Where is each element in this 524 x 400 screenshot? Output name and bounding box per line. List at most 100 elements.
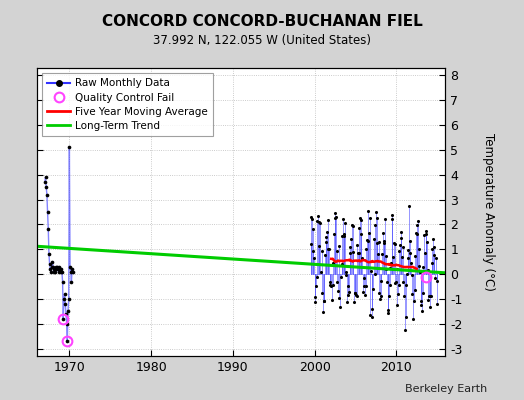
Point [414,246,423,252]
Point [60,296,68,302]
Point [420,232,428,238]
Point [63,338,71,344]
Point [331,215,339,221]
Point [429,236,438,242]
Point [393,266,401,272]
Point [335,295,344,302]
Point [323,217,332,223]
Point [376,295,384,302]
Point [364,238,372,245]
Point [62,310,70,317]
Point [314,242,323,249]
Point [418,308,426,314]
Text: CONCORD CONCORD-BUCHANAN FIEL: CONCORD CONCORD-BUCHANAN FIEL [102,14,422,29]
Point [350,299,358,305]
Point [337,261,346,267]
Point [424,297,432,304]
Point [44,226,52,232]
Point [403,247,412,254]
Point [421,231,430,237]
Point [408,272,416,278]
Point [406,250,414,257]
Point [365,230,373,236]
Point [316,269,325,275]
Point [309,248,318,254]
Point [324,246,333,252]
Point [336,274,345,280]
Point [353,242,362,248]
Point [384,309,392,316]
Point [357,217,365,223]
Point [419,264,428,270]
Point [381,253,390,259]
Point [58,268,66,275]
Point [69,268,77,275]
Point [386,282,394,288]
Point [330,230,338,237]
Point [347,236,355,242]
Point [51,264,60,270]
Point [385,292,393,299]
Point [49,268,58,275]
Point [369,286,377,292]
Point [311,299,320,306]
Point [312,274,321,280]
Point [316,220,324,226]
Point [52,266,61,272]
Point [62,320,71,327]
Point [399,244,407,250]
Point [46,261,54,267]
Point [362,283,370,289]
Point [417,301,425,308]
Point [46,266,54,272]
Point [389,254,397,260]
Point [342,272,351,278]
Point [331,210,340,217]
Text: 37.992 N, 122.055 W (United States): 37.992 N, 122.055 W (United States) [153,34,371,47]
Point [410,287,419,294]
Point [343,299,351,306]
Point [432,255,440,262]
Point [401,326,409,333]
Point [362,246,370,252]
Point [412,230,420,236]
Point [415,263,423,269]
Point [416,269,424,275]
Point [48,264,56,270]
Point [407,260,415,266]
Point [358,254,366,261]
Point [417,298,425,305]
Point [396,242,404,248]
Point [328,296,336,303]
Point [397,235,406,242]
Point [422,228,430,234]
Point [334,288,342,294]
Point [426,292,434,299]
Point [379,230,387,236]
Point [352,292,360,298]
Point [42,192,51,198]
Text: Berkeley Earth: Berkeley Earth [405,384,487,394]
Point [322,239,330,245]
Point [65,144,73,151]
Point [50,266,59,272]
Point [348,222,357,229]
Point [402,314,410,321]
Point [64,308,72,314]
Point [310,294,319,300]
Point [67,268,75,275]
Point [390,241,399,248]
Point [366,312,375,318]
Point [377,292,385,299]
Point [411,253,419,260]
Point [57,268,65,275]
Point [403,271,411,278]
Point [347,222,356,229]
Point [375,290,384,296]
Point [406,238,414,244]
Point [355,250,363,256]
Point [355,224,364,231]
Point [428,259,436,266]
Point [354,250,362,256]
Point [373,214,381,221]
